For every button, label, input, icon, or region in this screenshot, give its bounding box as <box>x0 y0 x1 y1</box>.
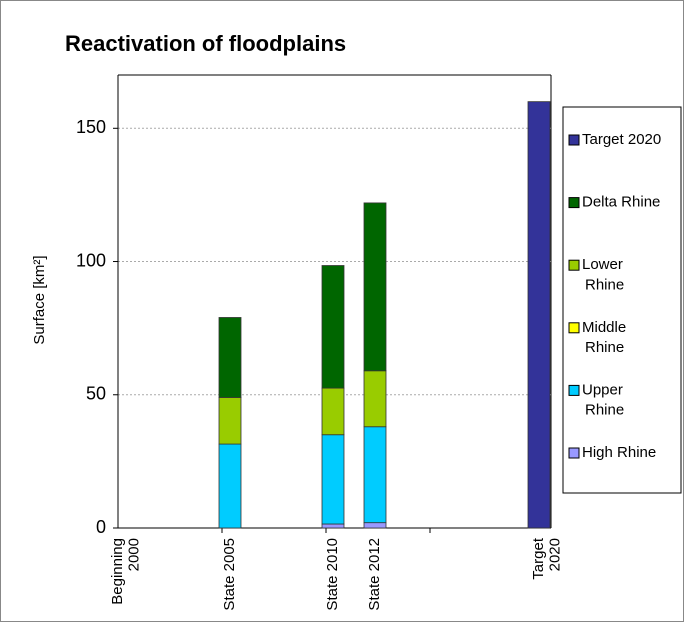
legend-swatch <box>568 197 580 209</box>
legend-label: Lower Rhine <box>582 256 624 293</box>
bar-segment <box>218 443 242 529</box>
legend-swatch <box>568 384 580 396</box>
bar-segment <box>218 397 242 445</box>
legend-label: Middle Rhine <box>582 319 626 356</box>
bar-segment <box>321 434 345 525</box>
x-tick-label: State 2010 <box>324 538 341 611</box>
legend-label: Upper Rhine <box>582 381 624 418</box>
y-tick-label: 50 <box>86 384 106 404</box>
legend-swatch <box>568 134 580 146</box>
y-tick-label: 100 <box>76 250 106 270</box>
bar-segment <box>527 101 551 529</box>
bar-segment <box>363 202 387 372</box>
legend-box <box>562 106 682 494</box>
bar-segment <box>363 426 387 524</box>
chart-title: Reactivation of floodplains <box>65 31 346 56</box>
y-tick-label: 0 <box>96 517 106 537</box>
bar-segment <box>321 265 345 389</box>
x-tick-label: State 2005 <box>221 538 238 611</box>
legend-swatch <box>568 447 580 459</box>
legend-label: Target 2020 <box>582 131 661 148</box>
bar-segment <box>218 317 242 398</box>
bar-segment <box>321 523 345 529</box>
x-tick-label: State 2012 <box>366 538 383 611</box>
bar-segment <box>363 370 387 428</box>
legend-swatch <box>568 322 580 334</box>
legend-label: Delta Rhine <box>582 194 660 211</box>
legend-label: High Rhine <box>582 444 656 461</box>
legend-swatch <box>568 259 580 271</box>
bar-segment <box>363 522 387 529</box>
bar-segment <box>321 387 345 436</box>
y-tick-label: 150 <box>76 117 106 137</box>
x-tick-label: Beginning2000 <box>109 538 143 605</box>
x-tick-label: Target2020 <box>530 537 564 580</box>
y-axis-label: Surface [km²] <box>31 255 48 344</box>
